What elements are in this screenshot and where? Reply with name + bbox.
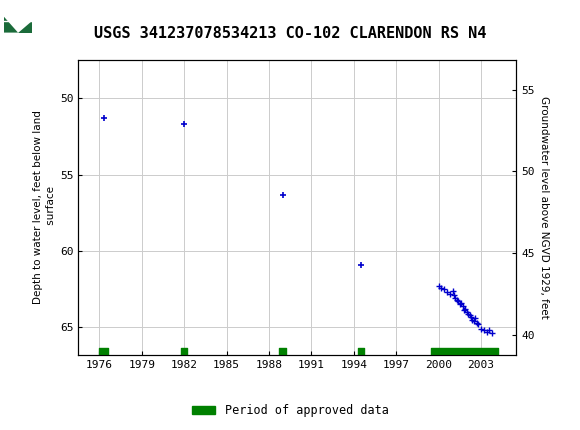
- Legend: Period of approved data: Period of approved data: [187, 399, 393, 422]
- Text: USGS 341237078534213 CO-102 CLARENDON RS N4: USGS 341237078534213 CO-102 CLARENDON RS…: [94, 26, 486, 41]
- Text: USGS: USGS: [36, 10, 87, 28]
- Y-axis label: Groundwater level above NGVD 1929, feet: Groundwater level above NGVD 1929, feet: [539, 96, 549, 319]
- Polygon shape: [4, 17, 18, 33]
- Polygon shape: [18, 21, 32, 33]
- Bar: [4, 5, 32, 33]
- Y-axis label: Depth to water level, feet below land
 surface: Depth to water level, feet below land su…: [32, 111, 56, 304]
